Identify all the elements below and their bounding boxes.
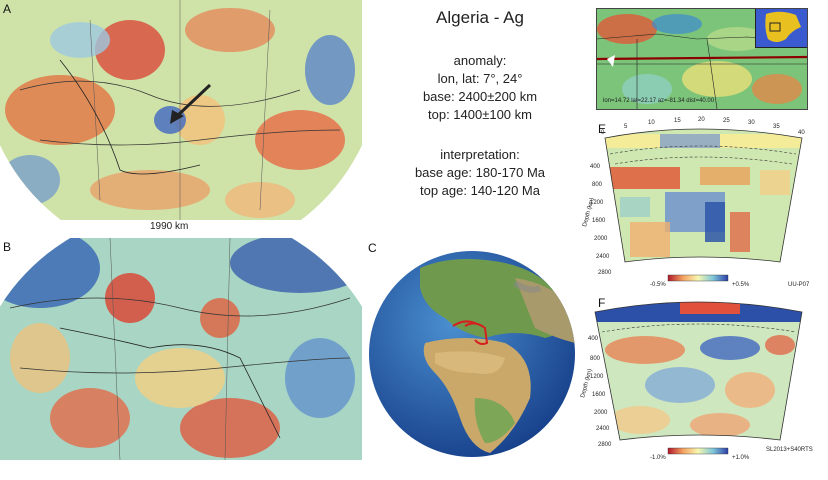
model-label-e: UU-P07 xyxy=(788,282,810,288)
depth-f-6: 2800 xyxy=(598,442,612,448)
vertical-section-e: 0 5 10 15 20 25 30 35 40 400 800 1200 16… xyxy=(582,117,810,288)
tomography-map-p xyxy=(0,0,362,220)
colorbar-f-min: -1.0% xyxy=(650,455,666,461)
figure-title: Algeria - Ag xyxy=(436,8,524,27)
tick-e-7: 35 xyxy=(773,124,780,130)
interpretation-top-age: top age: 140-120 Ma xyxy=(420,183,540,198)
panel-label-e: E xyxy=(598,122,607,136)
tick-e-2: 10 xyxy=(648,120,655,126)
tomography-map-s xyxy=(0,238,362,460)
panel-label-a: A xyxy=(3,2,12,16)
depth-f-5: 2400 xyxy=(596,426,610,432)
interpretation-base-age: base age: 180-170 Ma xyxy=(414,165,546,180)
depth-e-5: 2400 xyxy=(596,254,610,260)
tick-e-8: 40 xyxy=(798,130,805,136)
location-map: lon=14.72 lat=22.17 az=-81.34 dist=40.00 xyxy=(597,9,807,109)
colorbar-e-max: +0.5% xyxy=(732,282,750,288)
inset-map xyxy=(765,11,801,43)
colorbar-e-min: -0.5% xyxy=(650,282,666,288)
panel-f-section: 400 800 1200 1600 2000 2400 2800 Depth (… xyxy=(570,290,825,470)
depth-e-6: 2800 xyxy=(598,270,612,276)
tick-e-3: 15 xyxy=(674,118,681,124)
depth-f-1: 800 xyxy=(590,356,601,362)
interpretation-heading: interpretation: xyxy=(440,147,520,162)
panel-label-b: B xyxy=(3,240,12,254)
panel-e-section: 0 5 10 15 20 25 30 35 40 400 800 1200 16… xyxy=(570,112,825,300)
depth-e-2: 1200 xyxy=(590,200,604,206)
tick-e-5: 25 xyxy=(723,118,730,124)
anomaly-lonlat: lon, lat: 7°, 24° xyxy=(437,71,523,86)
panel-b-tomography-map: B xyxy=(0,238,362,460)
depth-ticks-e: 400 800 1200 1600 2000 2400 2800 xyxy=(590,164,612,276)
colorbar-e xyxy=(667,274,729,282)
tick-e-4: 20 xyxy=(698,117,705,123)
panel-label-c: C xyxy=(368,241,377,255)
tick-e-0: 0 xyxy=(601,130,605,136)
depth-e-4: 2000 xyxy=(594,236,608,242)
distance-ticks-e: 0 5 10 15 20 25 30 35 40 xyxy=(601,117,805,136)
anomaly-heading: anomaly: xyxy=(453,53,507,68)
scale-label: 1990 km xyxy=(150,221,189,232)
tick-e-1: 5 xyxy=(624,124,628,130)
depth-f-2: 1200 xyxy=(590,374,604,380)
panel-a-tomography-map: A xyxy=(0,0,362,220)
anomaly-base: base: 2400±200 km xyxy=(422,89,538,104)
tick-e-6: 30 xyxy=(748,120,755,126)
section-params: lon=14.72 lat=22.17 az=-81.34 dist=40.00 xyxy=(603,98,715,104)
panel-label-f: F xyxy=(598,296,606,310)
depth-e-0: 400 xyxy=(590,164,601,170)
depth-f-0: 400 xyxy=(588,336,599,342)
depth-f-3: 1600 xyxy=(592,392,606,398)
anomaly-top: top: 1400±100 km xyxy=(428,107,532,122)
inset-globe xyxy=(755,9,807,48)
depth-ticks-f: 400 800 1200 1600 2000 2400 2800 xyxy=(588,336,612,448)
panel-c-globe xyxy=(365,248,580,460)
depth-e-3: 1600 xyxy=(592,218,606,224)
depth-e-1: 800 xyxy=(592,182,603,188)
colorbar-f xyxy=(667,447,729,455)
vertical-section-f: 400 800 1200 1600 2000 2400 2800 Depth (… xyxy=(580,301,813,461)
depth-f-4: 2000 xyxy=(594,410,608,416)
panel-d-location-map: lon=14.72 lat=22.17 az=-81.34 dist=40.00 xyxy=(596,8,808,110)
colorbar-f-max: +1.0% xyxy=(732,455,750,461)
globe-image xyxy=(369,251,575,457)
model-label-f: SL2013+S40RTS xyxy=(766,447,813,453)
